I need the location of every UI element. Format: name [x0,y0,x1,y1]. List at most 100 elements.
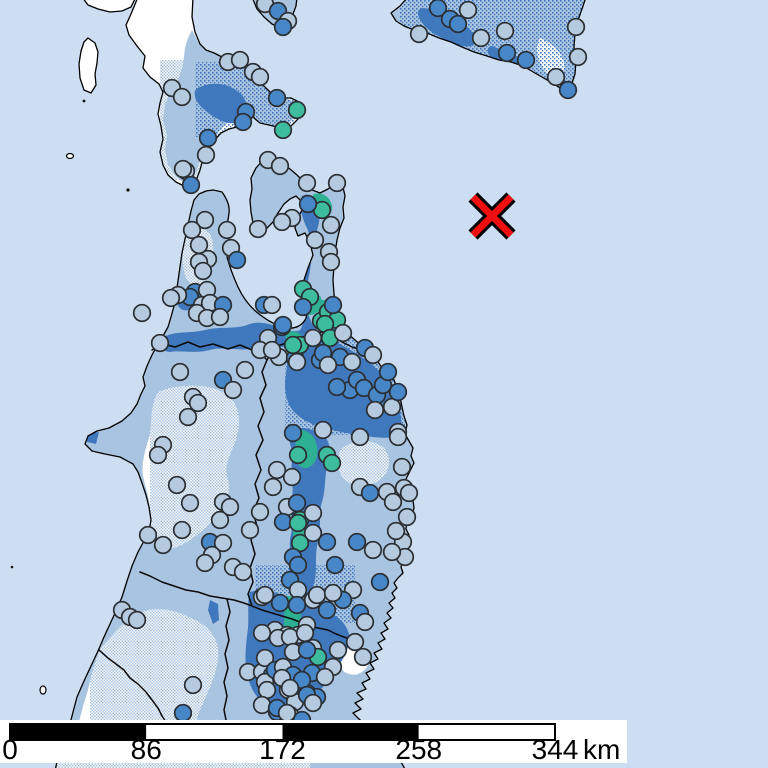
station-marker [288,513,308,533]
station-marker [167,475,187,495]
station-marker [327,173,347,193]
station-marker [370,572,390,592]
station-marker [383,492,403,512]
station-marker [448,14,468,34]
station-marker [568,47,588,67]
station-marker [516,50,536,70]
station-marker [257,680,277,700]
station-marker [230,50,250,70]
scale-tick-label: 344 [532,734,579,765]
station-marker [255,648,275,668]
station-marker [217,220,237,240]
station-marker [317,532,337,552]
station-marker [273,315,293,335]
station-marker [471,28,491,48]
station-marker [172,520,192,540]
station-marker [303,503,323,523]
station-marker [355,612,375,632]
station-marker [182,220,202,240]
station-marker [262,295,282,315]
station-marker [181,175,201,195]
station-marker [363,540,383,560]
station-marker [388,382,408,402]
station-marker [270,593,290,613]
station-marker [270,156,290,176]
station-marker [223,380,243,400]
station-marker [382,542,402,562]
station-marker [297,173,317,193]
station-marker [233,562,253,582]
scale-bar-segment [10,724,147,740]
station-marker [252,695,272,715]
station-marker [288,445,308,465]
station-marker [150,333,170,353]
station-marker [321,215,341,235]
station-marker [333,323,353,343]
station-marker [188,393,208,413]
station-marker [497,43,517,63]
station-marker [127,610,147,630]
station-marker [282,467,302,487]
station-marker [210,510,230,530]
station-marker [273,512,293,532]
station-marker [283,335,303,355]
station-markers [112,0,588,730]
station-marker [360,483,380,503]
station-marker [250,67,270,87]
station-marker [272,212,292,232]
station-marker [267,460,287,480]
station-marker [233,112,253,132]
station-marker [161,288,181,308]
station-marker [353,647,373,667]
scale-bar: 0 86 172 258 344 km [0,720,627,765]
station-marker [347,532,367,552]
station-marker [252,623,272,643]
station-marker [365,400,385,420]
epicenter-cross-icon [468,192,516,240]
station-marker [382,397,402,417]
station-marker [235,360,255,380]
station-marker [198,128,218,148]
station-marker [327,377,347,397]
station-marker [317,600,337,620]
station-marker [386,521,406,541]
station-marker [132,303,152,323]
station-marker [248,219,268,239]
station-marker [495,21,515,41]
station-marker [345,632,365,652]
station-marker [409,24,429,44]
station-marker [318,355,338,375]
station-marker [153,535,173,555]
station-marker [328,640,348,660]
station-marker [273,17,293,37]
station-marker [195,210,215,230]
station-marker [297,640,317,660]
station-marker [303,693,323,713]
station-marker [458,0,478,20]
station-marker [267,88,287,108]
scale-tick-label: 258 [395,734,442,765]
station-marker [303,328,323,348]
station-marker [307,585,327,605]
station-marker [305,230,325,250]
scale-bar-segment [282,724,419,740]
station-marker [250,502,270,522]
station-marker [172,87,192,107]
station-marker [397,507,417,527]
station-marker [342,352,362,372]
station-marker [262,340,282,360]
station-marker [321,252,341,272]
station-marker [170,362,190,382]
station-marker [173,159,193,179]
station-marker [546,67,566,87]
station-marker [280,678,300,698]
station-marker [293,297,313,317]
station-marker [363,345,383,365]
station-marker [195,553,215,573]
station-marker [183,675,203,695]
station-marker [313,420,333,440]
scale-tick-label: 0 [2,734,18,765]
station-marker [196,145,216,165]
station-marker [325,555,345,575]
islets [10,99,130,695]
